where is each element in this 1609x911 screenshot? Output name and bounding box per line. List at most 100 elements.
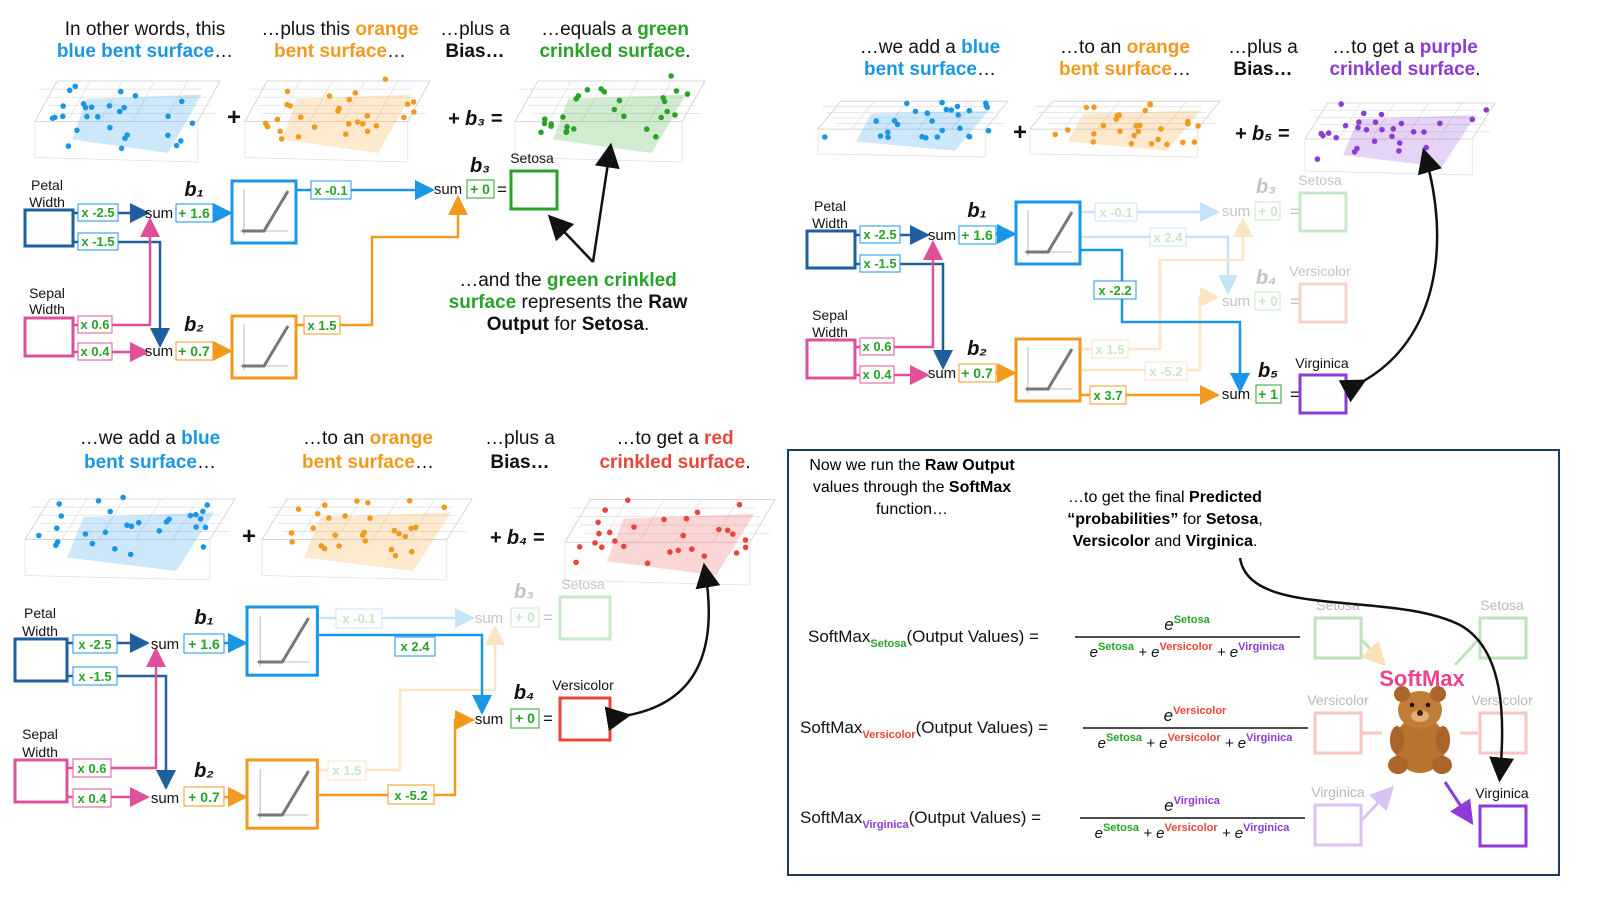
p3-petal-input [13,637,69,683]
p3-plus-1: + [242,523,256,550]
p4-formula-virginica: SoftMaxVirginica(Output Values) = eVirgin… [800,795,1305,842]
p1-cap1-l2: blue bent surface… [57,41,233,62]
surface-point [288,530,295,536]
p3-w-pw-bot: x -1.5 [78,669,111,684]
p3-cap2-l1: …to an orange [303,428,433,449]
surface-point [672,112,678,118]
p1-relu-top [230,179,298,245]
surface-point [278,136,285,142]
surface-point [1131,132,1137,139]
p1-orange-surface [244,76,431,163]
surface-point [361,529,368,536]
relu-box [1014,337,1082,403]
surface-point [877,133,884,139]
relu-box [245,758,319,830]
p3-w-o2: x -5.2 [394,788,427,803]
surface-point [602,507,608,513]
surface-point [885,134,891,140]
surface-point [66,87,73,94]
p1-note-l1: …and the green crinkled [459,270,677,291]
p2-sum5: sum [1222,386,1250,403]
surface-point [193,524,199,530]
surface-point [295,134,302,140]
surface-point [102,529,109,536]
surface-point [596,530,602,537]
p2-eq3: = [1290,202,1300,221]
p1-sum1: sum [145,205,173,222]
p2-b4: b₄ [1256,267,1276,289]
surface-point [1133,123,1140,129]
surface-point [289,539,296,545]
surface-point [173,142,180,149]
p3-relu-top [245,605,319,677]
surface-point [382,76,389,82]
p1-w-bot-out-text: x 1.5 [308,318,337,333]
p2-petal-l2: Width [812,215,848,231]
p4-intro-l2: values through the SoftMax [813,479,1011,496]
relu-curve [1026,348,1074,391]
p1-green-surface [514,73,706,163]
surface-point [163,519,170,525]
surface-point [295,506,302,512]
surface-point [413,524,419,531]
p2-out-setosa [1298,191,1348,233]
p2-sum3: sum [1222,203,1250,220]
surface-point [189,120,196,126]
surface-point [1148,141,1155,147]
surface-point [1091,131,1097,137]
surface-point [127,551,134,558]
p1-b3-label: b₃ [470,155,490,177]
surface-point [1483,107,1490,113]
formula-lhs: SoftMaxVersicolor(Output Values) = [800,718,1048,741]
surface-point [336,543,342,549]
surface-point [548,121,554,127]
surface-point [1158,126,1164,132]
p1-w-bot-out [303,315,341,335]
surface-point [612,538,618,544]
surface-point [611,106,618,113]
formula-numerator: eSetosa [1164,614,1210,634]
p2-out-virginica-label: Virginica [1295,355,1349,371]
surface-point [873,118,879,124]
surface-point [346,121,352,127]
surface-point [644,126,650,132]
surface-point [165,132,171,139]
surface-point [538,129,544,136]
p2-cap2-l2: bent surface… [1059,59,1191,80]
surface-point [284,88,291,95]
surface-point [89,540,96,547]
surface-point [197,516,204,522]
p2-out-versicolor [1298,282,1348,324]
surface-point [599,544,605,550]
surface-point [653,134,659,140]
surface-point [1356,119,1362,125]
surface-point [132,93,139,99]
surface-point [954,103,961,110]
p2-sepal-l1: Sepal [812,307,848,323]
surface-point [107,124,113,131]
surface-point [404,101,411,107]
surface-point [541,120,548,127]
formula-numerator: eVirginica [1164,795,1221,815]
p3-w-sw-top: x 0.6 [78,761,107,776]
surface-point [60,103,66,109]
surface-point [52,114,58,121]
surface-point [957,125,963,131]
p1-sepal-input [23,316,75,358]
surface-point [410,99,417,105]
p4-left-versicolor [1313,711,1363,755]
p2-blue-surface [817,99,1009,158]
surface-point [1361,110,1367,117]
p2-w-t2: x 2.4 [1154,230,1184,245]
p1-sepal-l1: Sepal [29,285,65,301]
p2-cap3-l1: …plus a [1228,37,1298,58]
p4-final-l1: …to get the final Predicted [1068,489,1262,506]
surface-point [36,532,42,539]
surface-point [343,131,349,137]
p1-w-sw-bot [77,342,113,361]
surface-point [660,95,666,101]
p2-w-t1: x -0.1 [1099,205,1132,220]
surface-point [391,527,398,534]
p1-blue-surface [34,80,221,163]
p4-formula-versicolor: SoftMaxVersicolor(Output Values) = eVersi… [800,705,1308,752]
